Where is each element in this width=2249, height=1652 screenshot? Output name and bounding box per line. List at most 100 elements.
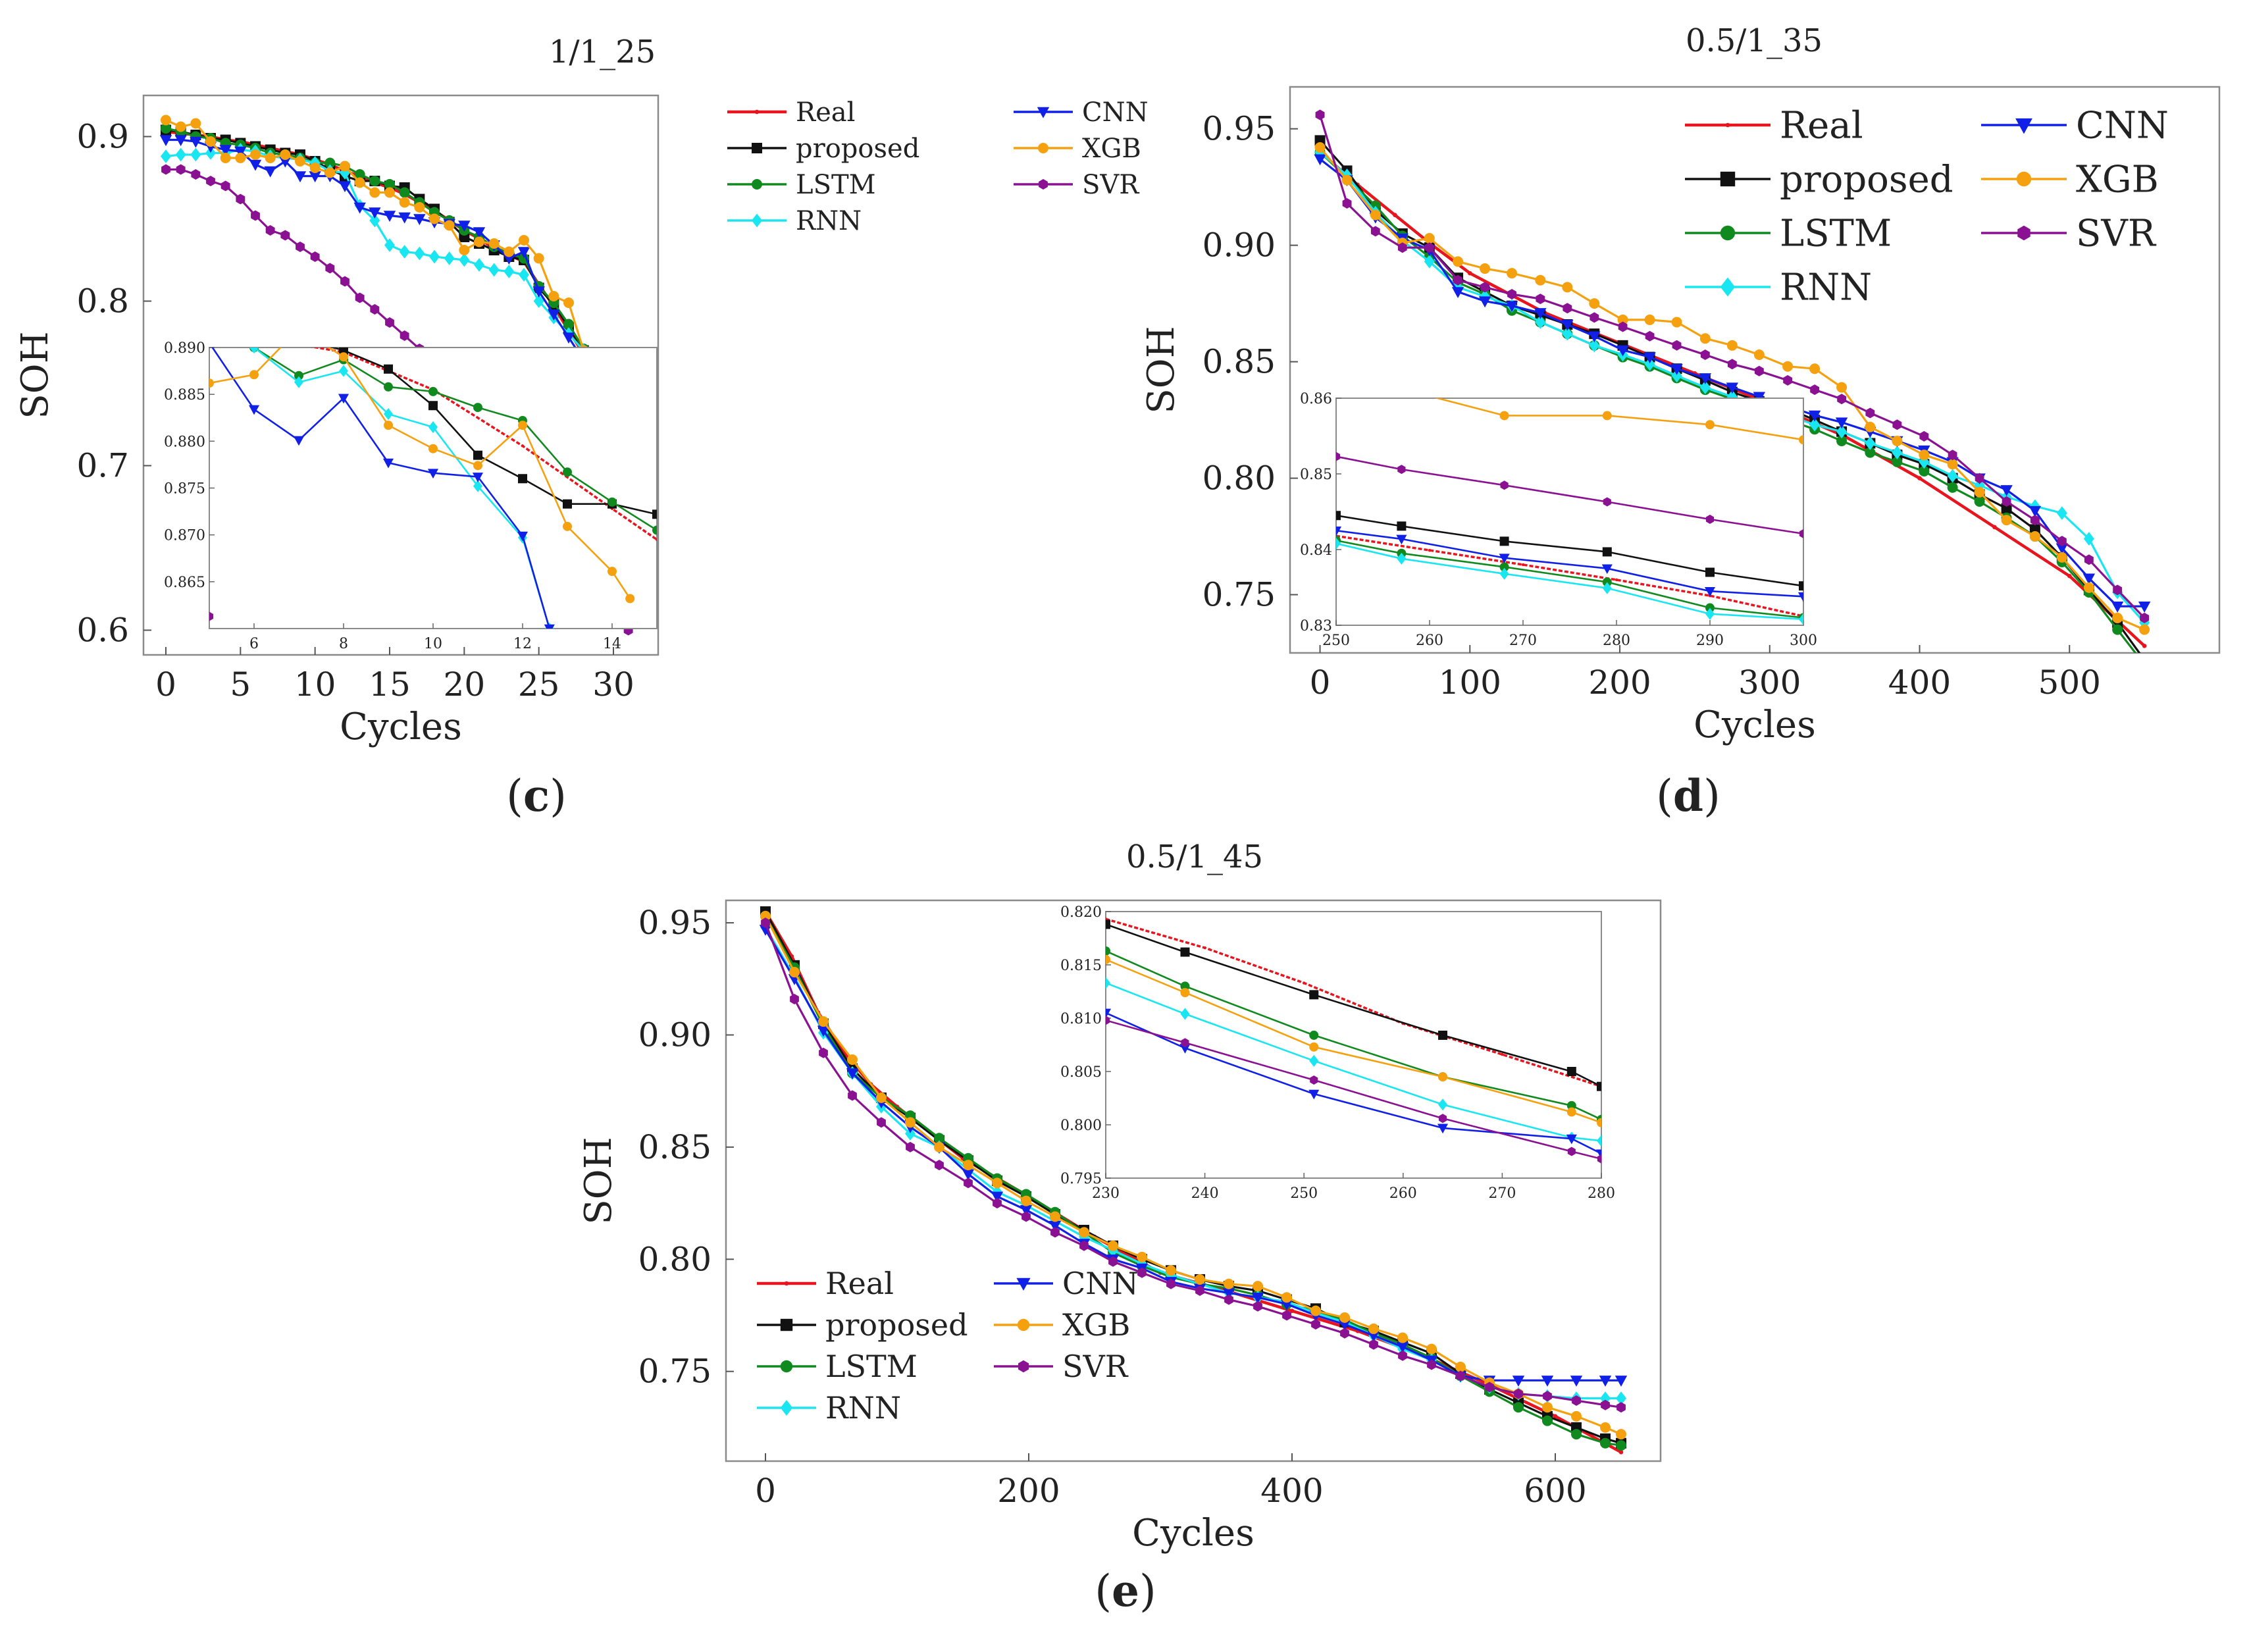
data-point-lstm (1513, 1402, 1524, 1413)
inset-data-point-lstm (1180, 981, 1190, 991)
chart-panel-d: 0.5/1_35 0 100 200 300 400 500 0.75 0.80 0.85 0.90… (1140, 22, 2221, 821)
legend-label-cnn: CNN (1082, 97, 1149, 128)
data-point-svr (1424, 242, 1434, 253)
inset-data-point-svr (1500, 480, 1509, 490)
inset-data-point-cnn (1336, 526, 1342, 536)
data-point-cnn (219, 145, 232, 157)
data-point-xgb (1224, 1278, 1234, 1289)
data-point-lstm (563, 319, 574, 330)
data-point-svr (1892, 419, 1902, 430)
data-point-lstm (1571, 1429, 1582, 1440)
data-point-svr (1672, 340, 1682, 351)
data-point-svr (1543, 1391, 1552, 1402)
data-point-cnn (1314, 154, 1326, 166)
data-point-svr (761, 917, 770, 929)
legend-marker-proposed (780, 1318, 793, 1331)
inset-data-point-svr (1439, 1114, 1447, 1123)
inset-data-point-proposed (1597, 1081, 1601, 1091)
data-point-rnn (1809, 417, 1821, 432)
data-point-xgb (1455, 1361, 1466, 1372)
inset-x-tick-label: 280 (1588, 1185, 1615, 1202)
data-point-svr (1572, 1395, 1581, 1406)
data-point-lstm (354, 169, 365, 180)
y-tick-label: 0.80 (1202, 459, 1276, 498)
data-point-svr (236, 194, 246, 205)
inset-data-point-rnn (1799, 613, 1803, 625)
data-point-xgb (1589, 298, 1600, 309)
data-point-cnn (1534, 308, 1547, 319)
inset-x-tick-label: 14 (603, 636, 621, 652)
data-point-rnn (519, 268, 529, 282)
inset-data-point-lstm (1602, 577, 1612, 587)
data-point-svr (1948, 450, 1957, 461)
data-point-proposed (2001, 503, 2012, 514)
data-point-lstm (1542, 1415, 1553, 1426)
data-point-cnn (458, 220, 471, 232)
data-point-svr (1253, 1301, 1262, 1312)
data-point-xgb (414, 202, 425, 213)
data-point-real (1618, 1450, 1624, 1455)
data-point-svr (1485, 1381, 1494, 1393)
y-tick-label: 0.75 (1202, 576, 1276, 614)
data-point-cnn (2029, 505, 2042, 517)
inset-data-point-lstm (652, 525, 657, 535)
data-point-lstm (2139, 659, 2150, 670)
data-point-rnn (1947, 469, 1958, 483)
inset-data-point-cnn (1797, 592, 1803, 602)
legend-marker-lstm (1720, 225, 1736, 241)
data-point-lstm (2112, 624, 2123, 635)
data-point-svr (1021, 1211, 1031, 1222)
y-tick-label: 0.95 (1202, 110, 1276, 148)
data-point-cnn (962, 1169, 975, 1181)
inset-data-point-real (1203, 946, 1206, 950)
data-point-lstm (1919, 465, 1930, 477)
inset-data-point-rnn (384, 407, 393, 421)
data-point-svr (1727, 359, 1737, 370)
inset-data-point-rnn (1180, 1008, 1190, 1020)
data-point-rnn (1589, 338, 1600, 353)
data-point-xgb (992, 1177, 1002, 1189)
data-point-svr (2084, 554, 2094, 565)
x-axis-label: Cycles (1132, 1512, 1254, 1555)
data-point-cnn (159, 135, 172, 147)
data-point-xgb (1424, 233, 1435, 244)
data-point-svr (1975, 473, 1984, 484)
inset-data-point-cnn (1601, 564, 1613, 575)
inset-data-point-proposed (1397, 521, 1407, 531)
data-point-lstm (369, 176, 380, 186)
data-point-svr (1754, 365, 1764, 376)
legend-label-xgb: XGB (1082, 134, 1141, 164)
data-point-svr (1282, 1310, 1291, 1321)
inset-data-point-lstm (607, 497, 617, 507)
data-point-xgb (1314, 142, 1326, 153)
legend-marker-cnn (1016, 1278, 1031, 1291)
legend-marker-real (784, 1281, 789, 1286)
data-point-cnn (1588, 331, 1601, 343)
legend-label-svr: SVR (2076, 213, 2157, 255)
data-point-cnn (2138, 602, 2151, 613)
legend-label-lstm: LSTM (796, 170, 876, 200)
inset-series-line-real (1106, 917, 1601, 1088)
data-point-rnn (1562, 326, 1573, 341)
data-point-lstm (1836, 435, 1848, 446)
inset-data-point-rnn (1705, 607, 1715, 620)
data-point-cnn (1367, 1330, 1380, 1342)
data-point-xgb (399, 197, 410, 208)
legend-marker-svr (2017, 225, 2030, 241)
inset-x-tick-label: 290 (1696, 632, 1724, 649)
x-tick-label: 20 (444, 665, 486, 704)
data-point-xgb (760, 910, 771, 921)
inset-data-point-xgb (473, 461, 482, 471)
data-point-xgb (1339, 1312, 1350, 1323)
inset-data-point-cnn (382, 458, 394, 469)
data-point-rnn (2056, 506, 2067, 521)
data-point-xgb (324, 167, 336, 178)
data-point-cnn (503, 253, 515, 265)
chart-title: 0.5/1_35 (1686, 22, 1822, 59)
data-point-xgb (1617, 314, 1628, 325)
data-point-xgb (548, 291, 559, 301)
inset-y-tick-label: 0.86 (1300, 391, 1332, 407)
data-point-xgb (1281, 1292, 1292, 1303)
data-point-cnn (2111, 602, 2124, 613)
data-point-cnn (817, 1025, 830, 1037)
